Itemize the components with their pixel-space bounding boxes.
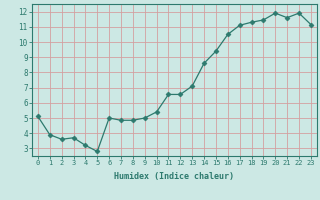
X-axis label: Humidex (Indice chaleur): Humidex (Indice chaleur) (115, 172, 234, 181)
